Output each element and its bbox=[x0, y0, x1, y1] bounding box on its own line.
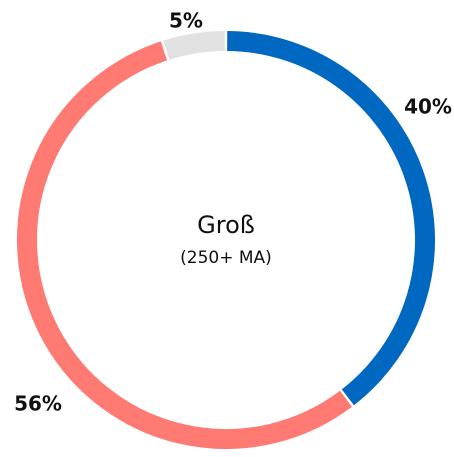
value-label: 40% bbox=[404, 95, 452, 119]
value-label: 56% bbox=[14, 392, 62, 416]
donut-segment bbox=[17, 41, 353, 449]
donut-segment bbox=[163, 31, 226, 60]
value-label: 5% bbox=[169, 9, 203, 33]
chart-title: Groß bbox=[197, 211, 255, 239]
chart-subtitle: (250+ MA) bbox=[180, 248, 272, 268]
donut-segment bbox=[227, 31, 435, 406]
